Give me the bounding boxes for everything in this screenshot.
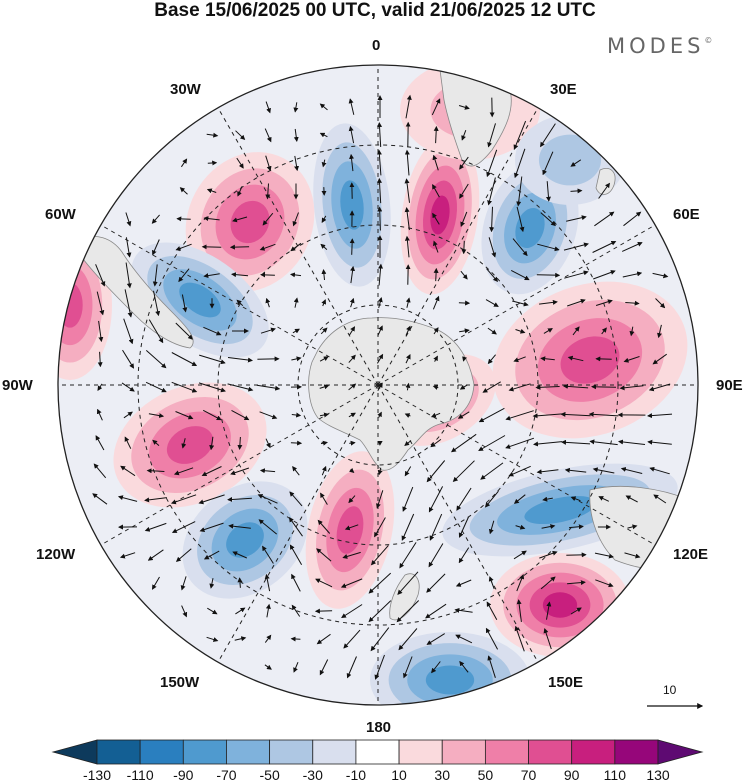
label-lon-30e: 30E — [550, 81, 577, 98]
colorbar — [51, 739, 704, 765]
map-boundary — [57, 64, 699, 706]
colorbar-swatch — [398, 739, 443, 765]
colorbar-tick-label: -90 — [173, 767, 194, 783]
colorbar-tick-label: 30 — [434, 767, 451, 783]
colorbar-swatch — [571, 739, 616, 765]
colorbar-swatch — [441, 739, 486, 765]
colorbar-swatch — [226, 739, 271, 765]
reference-vector-value: 10 — [663, 683, 677, 697]
label-lon-90e: 90E — [716, 377, 743, 394]
colorbar-tick-label: 70 — [520, 767, 537, 783]
label-lon-60e: 60E — [673, 206, 700, 223]
label-lon-150e: 150E — [548, 674, 584, 691]
colorbar-tick-label: -130 — [82, 767, 112, 783]
colorbar-tick-label: -70 — [216, 767, 237, 783]
colorbar-swatch — [355, 739, 400, 765]
colorbar-tick-label: 130 — [646, 767, 670, 783]
colorbar-swatch — [484, 739, 529, 765]
label-lon-180: 180 — [366, 719, 392, 736]
colorbar-swatch — [139, 739, 184, 765]
colorbar-tick-label: -110 — [126, 767, 154, 783]
label-lon-120e: 120E — [673, 546, 709, 563]
anomaly-field — [58, 65, 698, 705]
colorbar-swatch — [312, 739, 357, 765]
colorbar-tick-label: 110 — [603, 767, 627, 783]
copyright-mark: © — [704, 36, 713, 45]
colorbar-tick-label: 90 — [563, 767, 580, 783]
colorbar-swatch — [614, 739, 659, 765]
colorbar-min-triangle — [51, 739, 98, 765]
label-lon-0: 0 — [372, 37, 381, 54]
colorbar-tick-label: -10 — [345, 767, 367, 783]
label-lon-120w: 120W — [36, 546, 76, 563]
colorbar-tick-label: 10 — [391, 767, 407, 783]
colorbar-tick-label: 50 — [477, 767, 494, 783]
colorbar-max-triangle — [657, 739, 704, 765]
wind-vectors — [92, 94, 673, 680]
colorbar-swatch — [96, 739, 141, 765]
colorbar-swatch — [182, 739, 227, 765]
colorbar-tick-label: -30 — [302, 767, 323, 783]
brand-name: MODES — [607, 34, 705, 58]
label-lon-30w: 30W — [170, 81, 201, 98]
label-lon-90w: 90W — [2, 377, 33, 394]
colorbar-swatch — [269, 739, 314, 765]
colorbar-tick-label: -50 — [259, 767, 280, 783]
modes-logo: MODES© — [607, 34, 712, 58]
map-title: Base 15/06/2025 00 UTC, valid 21/06/2025… — [154, 0, 596, 21]
label-lon-60w: 60W — [45, 206, 76, 223]
colorbar-swatch — [528, 739, 573, 765]
label-lon-150w: 150W — [160, 674, 200, 691]
